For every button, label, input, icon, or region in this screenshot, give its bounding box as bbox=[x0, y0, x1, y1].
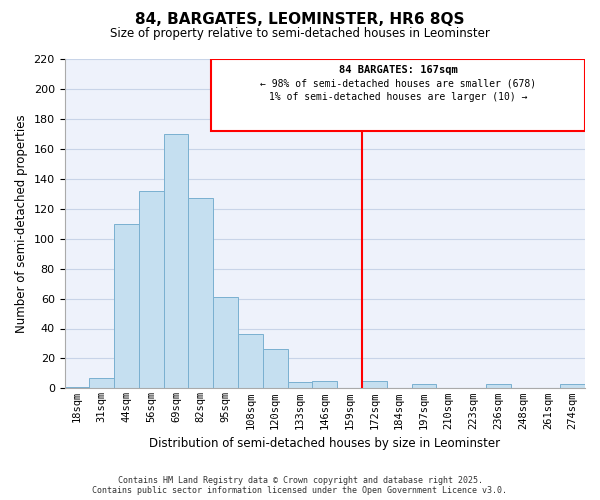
Text: ← 98% of semi-detached houses are smaller (678): ← 98% of semi-detached houses are smalle… bbox=[260, 78, 536, 88]
Bar bbox=[213, 297, 238, 388]
Bar bbox=[164, 134, 188, 388]
Bar bbox=[313, 381, 337, 388]
Y-axis label: Number of semi-detached properties: Number of semi-detached properties bbox=[15, 114, 28, 333]
Text: 84 BARGATES: 167sqm: 84 BARGATES: 167sqm bbox=[338, 65, 457, 75]
Text: Contains HM Land Registry data © Crown copyright and database right 2025.
Contai: Contains HM Land Registry data © Crown c… bbox=[92, 476, 508, 495]
Bar bbox=[486, 384, 511, 388]
Bar bbox=[188, 198, 213, 388]
Bar bbox=[114, 224, 139, 388]
Bar bbox=[263, 350, 287, 389]
X-axis label: Distribution of semi-detached houses by size in Leominster: Distribution of semi-detached houses by … bbox=[149, 437, 500, 450]
Bar bbox=[287, 382, 313, 388]
Text: 84, BARGATES, LEOMINSTER, HR6 8QS: 84, BARGATES, LEOMINSTER, HR6 8QS bbox=[135, 12, 465, 28]
Bar bbox=[238, 334, 263, 388]
Bar bbox=[412, 384, 436, 388]
Text: 1% of semi-detached houses are larger (10) →: 1% of semi-detached houses are larger (1… bbox=[269, 92, 527, 102]
Bar bbox=[65, 387, 89, 388]
Bar bbox=[362, 381, 387, 388]
Bar bbox=[89, 378, 114, 388]
Bar bbox=[560, 384, 585, 388]
Text: Size of property relative to semi-detached houses in Leominster: Size of property relative to semi-detach… bbox=[110, 28, 490, 40]
FancyBboxPatch shape bbox=[211, 59, 585, 131]
Bar bbox=[139, 191, 164, 388]
